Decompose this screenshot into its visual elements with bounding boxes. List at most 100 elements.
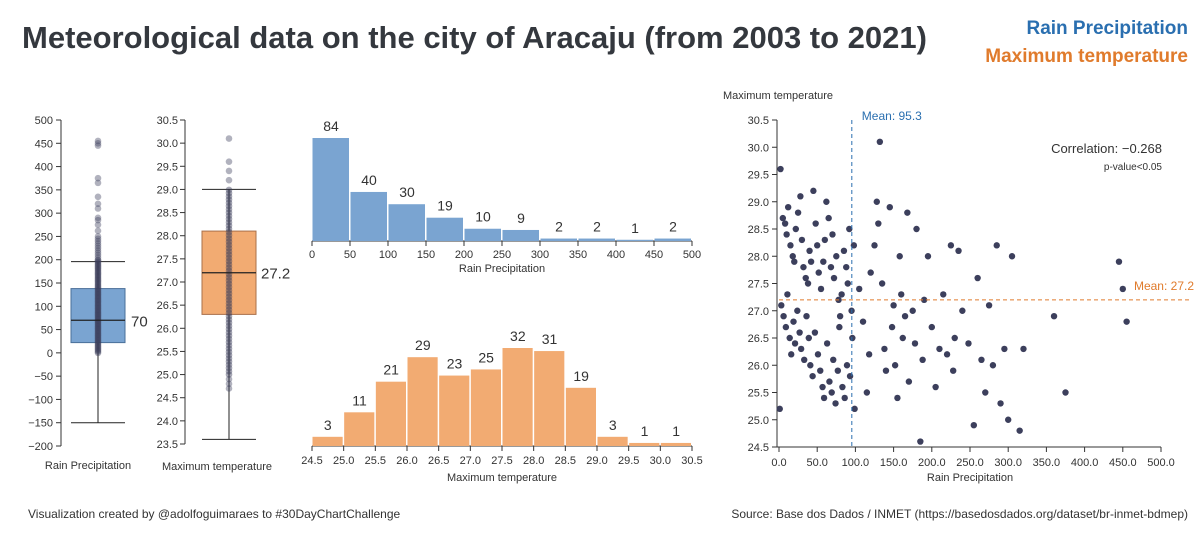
rain-box-point [94,292,102,299]
rain-box-point [94,304,102,312]
rain-hist-x-tick-label: 50 [344,249,356,261]
temp-box-point [225,309,233,317]
scatter-point [913,225,920,233]
scatter-point [829,231,836,238]
temp-hist-bar [375,381,406,446]
rain-hist-bar-label: 84 [323,118,339,134]
rain-hist-bar-label: 19 [437,198,453,214]
rain-box-point [94,279,102,287]
temp-hist-bar [312,436,343,446]
temp-box-y-tick-label: 24.0 [157,416,178,428]
rain-hist-x-tick-label: 350 [569,249,587,261]
rain-box-point [94,283,102,291]
scatter-point [911,340,919,347]
temp-box-point [225,335,233,343]
rain-hist-x-tick-label: 400 [607,249,625,261]
scatter-point [800,263,807,271]
rain-box-point [94,267,102,274]
temp-hist-bar [470,369,501,446]
scatter-point [814,351,822,358]
rain-hist-bar-label: 1 [631,220,639,236]
temp-box-y-tick-label: 24.5 [157,393,178,405]
rain-box-point [94,313,102,320]
rain-box-y-tick-label: 100 [35,301,53,313]
temp-box-point [225,251,233,258]
scatter-point [781,220,789,227]
rain-box-point [94,328,102,336]
rain-box-point [94,316,102,323]
rain-hist-x-tick-label: 250 [493,249,511,261]
temp-hist-bar [660,442,691,446]
rain-box-y-tick-label: 150 [35,278,53,290]
scatter-y-tick-label: 29.0 [748,197,769,209]
scatter-point [802,274,809,282]
rain-hist-x-tick-label: 150 [417,249,435,261]
rain-hist-bar-label: 2 [593,219,601,235]
rain-box-y-tick-label: 350 [35,185,53,197]
scatter-point [817,367,824,374]
scatter-point [796,329,803,336]
rain-box-outlier [94,137,102,145]
temp-box-y-tick-label: 30.0 [157,138,178,150]
scatter-point [891,362,899,369]
scatter-point [970,422,978,429]
rain-box-point [94,260,102,267]
rain-box-y-tick-label: 400 [35,162,53,174]
scatter-x-tick-label: 400.0 [1071,457,1099,469]
rain-hist-bar [502,229,539,241]
scatter-point [974,274,981,282]
rain-box-outlier [94,235,102,243]
temp-box-point [225,206,233,213]
scatter-point [812,220,819,227]
temp-box-median-label: 27.2 [261,266,290,283]
rain-box-point [94,307,102,315]
temp-box-y-tick-label: 28.0 [157,231,178,243]
temp-box-point [225,293,233,301]
scatter-point [817,285,825,293]
scatter-point [997,400,1004,407]
temp-box-outlier [225,176,233,184]
rain-box-point [94,257,102,264]
temp-box-point [225,303,233,310]
scatter-point [859,318,867,325]
scatter-point [871,242,878,249]
rain-box-point [94,349,102,357]
rain-box-point [94,262,102,270]
scatter-point [803,313,810,320]
scatter-point [876,138,884,145]
rain-box-outlier [94,227,102,235]
rain-box-outlier [94,205,102,212]
legend-maximum-temperature: Maximum temperature [985,46,1188,67]
scatter-y-tick-label: 28.5 [748,224,769,236]
rain-box-point [94,261,102,269]
temp-hist-x-tick-label: 25.0 [333,455,354,467]
scatter-y-tick-label: 26.5 [748,333,769,345]
rain-box-point [94,288,102,295]
rain-box-point [94,275,102,283]
rain-box-point [94,286,102,294]
temp-box-point [225,231,233,239]
rain-hist-bar-label: 10 [475,209,491,225]
scatter-point [863,389,871,396]
temp-box-point [225,296,233,304]
scatter-point [794,307,801,314]
temp-hist-x-tick-label: 26.5 [428,455,449,467]
temp-box-point [225,225,233,233]
rain-box-point [94,276,102,284]
rain-box-point [94,321,102,329]
scatter-point [888,323,896,331]
scatter-point [878,280,886,287]
rain-box-y-tick-label: 500 [35,115,53,127]
scatter-point [839,383,846,391]
temp-box-point [225,244,233,252]
rain-box-outlier [94,179,102,187]
temp-hist-bar-label: 23 [447,356,463,372]
temp-hist-x-tick-label: 30.5 [681,455,702,467]
scatter-point [801,356,808,363]
temp-box-point [225,358,233,365]
temp-box-point [225,218,233,226]
temp-box-point [225,202,233,210]
temp-box-y-tick-label: 27.0 [157,277,178,289]
rain-box-outlier [94,174,102,182]
scatter-point [819,383,826,391]
